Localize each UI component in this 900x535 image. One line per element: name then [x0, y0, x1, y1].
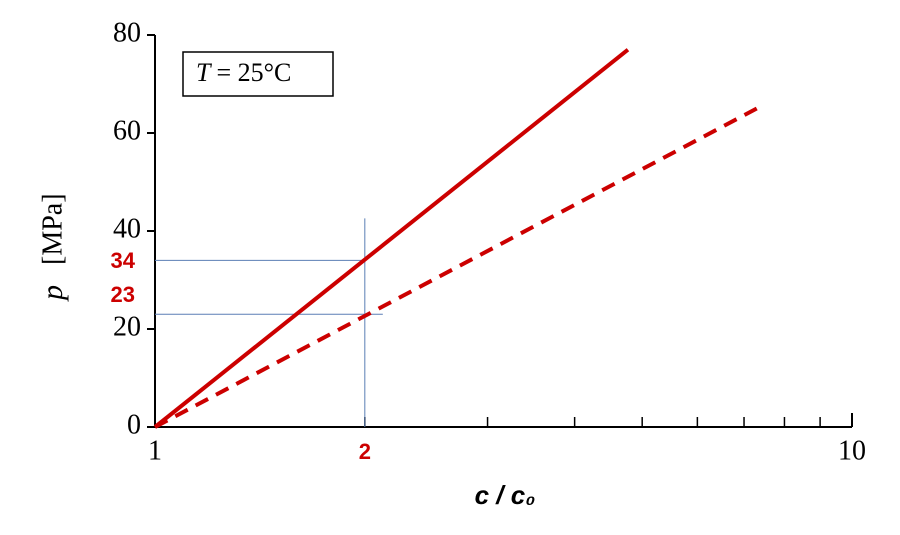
highlight-y-label: 23 — [111, 282, 135, 307]
x-tick-label: 10 — [838, 435, 866, 466]
annotation-symbol: T — [196, 58, 212, 87]
annotation: T = 25°C — [196, 58, 291, 87]
y-tick-label: 20 — [113, 311, 141, 342]
annotation-text: = 25°C — [216, 58, 291, 87]
y-tick-label: 80 — [113, 17, 141, 48]
highlight-y-label: 34 — [111, 248, 136, 273]
x-axis-label: c / c₀ — [475, 480, 536, 510]
annotation-box — [182, 51, 334, 97]
y-axis-unit: [MPa] — [37, 193, 68, 265]
y-tick-label: 60 — [113, 115, 141, 146]
series-line — [154, 106, 758, 429]
highlight-x-label: 2 — [359, 439, 371, 464]
series-line — [153, 48, 630, 429]
y-axis-symbol: p — [36, 285, 69, 302]
x-tick-label: 1 — [148, 435, 162, 466]
y-tick-label: 0 — [127, 409, 141, 440]
y-tick-label: 40 — [113, 213, 141, 244]
